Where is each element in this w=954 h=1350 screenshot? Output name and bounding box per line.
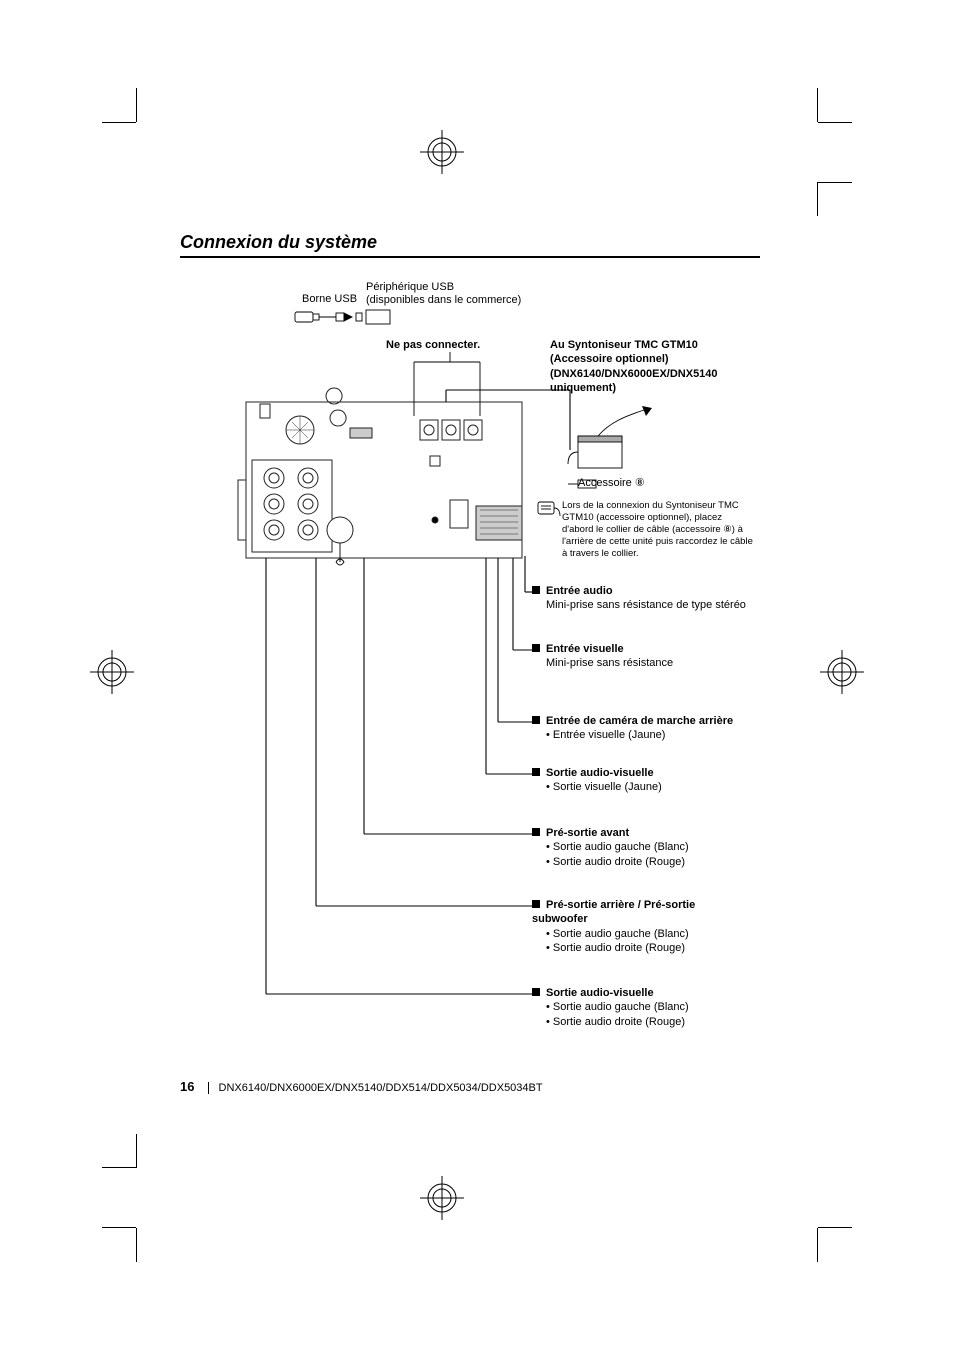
crop-mark xyxy=(818,122,852,123)
output-line: Mini-prise sans résistance xyxy=(532,656,752,670)
crop-mark xyxy=(136,1134,137,1168)
page-footer: 16 DNX6140/DNX6000EX/DNX5140/DDX514/DDX5… xyxy=(180,1079,543,1094)
output-block: Pré-sortie arrière / Pré-sortie subwoofe… xyxy=(532,898,752,955)
crop-mark xyxy=(818,182,852,183)
output-line: Mini-prise sans résistance de type stéré… xyxy=(532,598,752,612)
output-title-text: Sortie audio-visuelle xyxy=(546,987,654,999)
wiring-diagram: Borne USB Périphérique USB (disponibles … xyxy=(180,280,760,1060)
registration-mark-icon xyxy=(420,130,464,174)
square-marker-icon xyxy=(532,586,540,594)
output-line: • Entrée visuelle (Jaune) xyxy=(532,728,752,742)
output-title-text: Pré-sortie avant xyxy=(546,827,629,839)
crop-mark xyxy=(817,182,818,216)
output-title-text: Sortie audio-visuelle xyxy=(546,767,654,779)
square-marker-icon xyxy=(532,900,540,908)
crop-mark xyxy=(102,122,136,123)
output-line: • Sortie audio droite (Rouge) xyxy=(532,941,752,955)
crop-mark xyxy=(817,1228,818,1262)
page-number: 16 xyxy=(180,1079,194,1094)
square-marker-icon xyxy=(532,716,540,724)
output-line: • Sortie audio gauche (Blanc) xyxy=(532,1000,752,1014)
registration-mark-icon xyxy=(420,1176,464,1220)
do-not-connect-label: Ne pas connecter. xyxy=(386,338,480,352)
square-marker-icon xyxy=(532,828,540,836)
registration-mark-icon xyxy=(820,650,864,694)
output-block: Entrée audioMini-prise sans résistance d… xyxy=(532,584,752,613)
output-line: • Sortie audio droite (Rouge) xyxy=(532,855,752,869)
crop-mark xyxy=(817,88,818,122)
output-title-text: Entrée audio xyxy=(546,585,613,597)
output-title: Entrée de caméra de marche arrière xyxy=(532,714,752,728)
output-title: Pré-sortie avant xyxy=(532,826,752,840)
tmc-accessory-label: Accessoire ⑧ xyxy=(578,476,645,490)
output-block: Sortie audio-visuelle• Sortie audio gauc… xyxy=(532,986,752,1029)
tmc-title: Au Syntoniseur TMC GTM10 (Accessoire opt… xyxy=(550,338,760,395)
output-block: Entrée visuelleMini-prise sans résistanc… xyxy=(532,642,752,671)
output-block: Sortie audio-visuelle• Sortie visuelle (… xyxy=(532,766,752,795)
crop-mark xyxy=(136,1228,137,1262)
output-title: Sortie audio-visuelle xyxy=(532,986,752,1000)
output-title: Entrée visuelle xyxy=(532,642,752,656)
output-line: • Sortie visuelle (Jaune) xyxy=(532,780,752,794)
output-title-text: Pré-sortie arrière / Pré-sortie subwoofe… xyxy=(532,899,695,925)
crop-mark xyxy=(102,1167,136,1168)
square-marker-icon xyxy=(532,988,540,996)
crop-mark xyxy=(136,88,137,122)
crop-mark xyxy=(102,1227,136,1228)
output-title: Sortie audio-visuelle xyxy=(532,766,752,780)
tmc-note: Lors de la connexion du Syntoniseur TMC … xyxy=(562,500,756,559)
registration-mark-icon xyxy=(90,650,134,694)
output-line: • Sortie audio gauche (Blanc) xyxy=(532,927,752,941)
page-title: Connexion du système xyxy=(180,232,377,253)
title-rule xyxy=(180,256,760,258)
output-block: Entrée de caméra de marche arrière• Entr… xyxy=(532,714,752,743)
square-marker-icon xyxy=(532,644,540,652)
output-title-text: Entrée visuelle xyxy=(546,643,624,655)
output-title: Pré-sortie arrière / Pré-sortie subwoofe… xyxy=(532,898,752,927)
crop-mark xyxy=(818,1227,852,1228)
output-title-text: Entrée de caméra de marche arrière xyxy=(546,715,733,727)
output-line: • Sortie audio droite (Rouge) xyxy=(532,1015,752,1029)
output-title: Entrée audio xyxy=(532,584,752,598)
output-line: • Sortie audio gauche (Blanc) xyxy=(532,840,752,854)
output-block: Pré-sortie avant• Sortie audio gauche (B… xyxy=(532,826,752,869)
footer-models: DNX6140/DNX6000EX/DNX5140/DDX514/DDX5034… xyxy=(208,1082,543,1094)
square-marker-icon xyxy=(532,768,540,776)
